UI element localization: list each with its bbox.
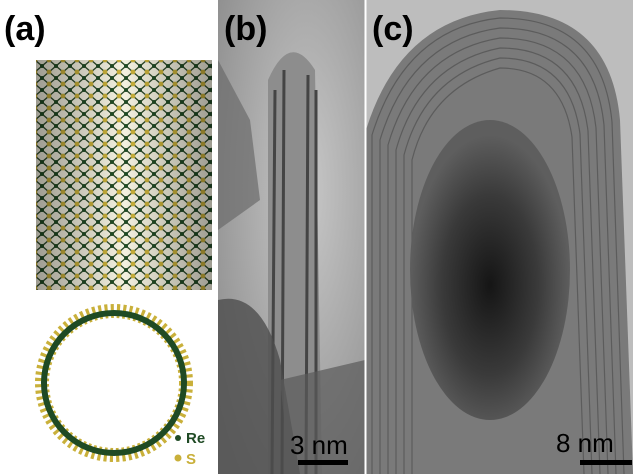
nanotube-shading [36,60,212,290]
legend-label: Re [186,430,205,447]
scale-bar [580,460,632,465]
panel-label: (a) [4,10,46,48]
scale-bar-label: 8 nm [556,428,614,458]
figure: Re S (a) 3 nm (b) 8 nm (c) [0,0,633,474]
nanotube-ring [44,313,184,453]
panel-a: Re S (a) [4,10,212,468]
panel-c: 8 nm (c) [366,0,633,474]
panel-label: (b) [224,10,267,48]
panel-b: 3 nm (b) [218,0,365,474]
panel-label: (c) [372,10,414,48]
legend-label: S [186,451,196,468]
legend-marker [175,435,181,441]
scale-bar-label: 3 nm [290,430,348,460]
scale-bar [298,460,348,465]
legend-marker [175,455,182,462]
dense-core [410,120,570,420]
